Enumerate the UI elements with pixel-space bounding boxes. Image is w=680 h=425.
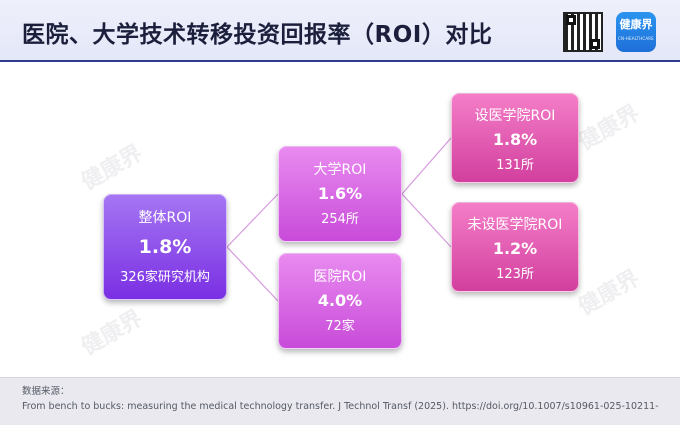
- node-value: 1.8%: [492, 130, 538, 149]
- source-citation: From bench to bucks: measuring the medic…: [22, 401, 659, 412]
- node-with-medschool-roi: 设医学院ROI 1.8% 131所: [451, 93, 579, 183]
- source-footer: 数据来源： From bench to bucks: measuring the…: [0, 377, 680, 425]
- node-university-roi: 大学ROI 1.6% 254所: [278, 146, 402, 242]
- node-label: 整体ROI: [138, 210, 192, 226]
- node-label: 设医学院ROI: [474, 108, 556, 124]
- connector-root-university: [226, 193, 279, 248]
- brand-name: 健康界: [619, 18, 653, 31]
- page-title: 医院、大学技术转移投资回报率（ROI）对比: [22, 22, 493, 48]
- node-label: 医院ROI: [313, 269, 367, 285]
- node-value: 4.0%: [317, 291, 363, 310]
- node-count: 123所: [496, 267, 534, 282]
- node-count: 326家研究机构: [120, 270, 210, 285]
- node-value: 1.6%: [317, 184, 363, 203]
- qr-code-icon: [563, 12, 603, 52]
- node-value: 1.2%: [492, 239, 538, 258]
- node-label: 未设医学院ROI: [467, 217, 563, 233]
- connector-university-withmed: [401, 137, 452, 195]
- node-count: 254所: [321, 212, 359, 227]
- brand-logo: 健康界 CN-HEALTHCARE: [616, 12, 656, 52]
- node-overall-roi: 整体ROI 1.8% 326家研究机构: [103, 194, 227, 300]
- source-label: 数据来源：: [22, 386, 70, 397]
- node-hospital-roi: 医院ROI 4.0% 72家: [278, 253, 402, 349]
- node-count: 72家: [325, 319, 355, 334]
- connector-root-hospital: [226, 246, 279, 302]
- node-count: 131所: [496, 158, 534, 173]
- node-label: 大学ROI: [313, 162, 367, 178]
- brand-tagline: CN-HEALTHCARE: [617, 36, 655, 41]
- node-without-medschool-roi: 未设医学院ROI 1.2% 123所: [451, 202, 579, 292]
- connector-university-withoutmed: [401, 193, 452, 248]
- header-bar: 医院、大学技术转移投资回报率（ROI）对比 健康界 CN-HEALTHCARE: [0, 0, 680, 62]
- node-value: 1.8%: [138, 236, 192, 258]
